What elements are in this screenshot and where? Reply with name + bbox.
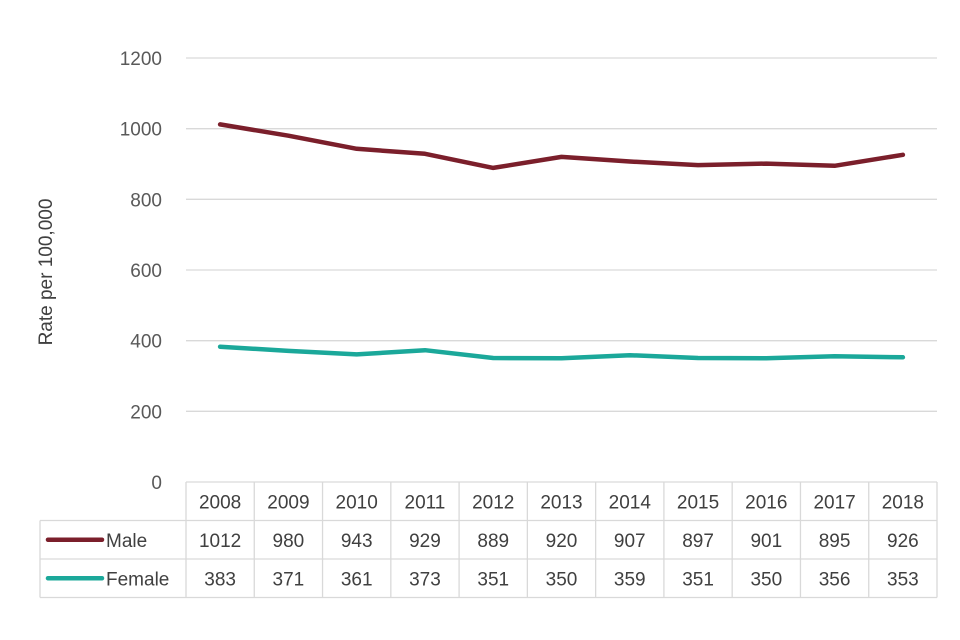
data-table: 2008 2009 2010 2011 2012 2013 2014 2015 2016 2017…: [39, 481, 938, 599]
y-tick-label-400: 400: [130, 332, 162, 353]
data-label-female-2008: 383: [204, 569, 236, 590]
data-label-female-2012: 351: [477, 569, 509, 590]
y-tick-label-800: 800: [130, 190, 162, 211]
y-axis-title: Rate per 100,000: [36, 199, 57, 346]
data-label-female-2011: 373: [409, 569, 441, 590]
data-label-female-2016: 350: [750, 569, 782, 590]
data-label-male-2014: 907: [614, 531, 646, 552]
y-tick-label-1000: 1000: [120, 120, 162, 141]
x-tick-label-2012: 2012: [472, 492, 514, 513]
data-label-female-2010: 361: [341, 569, 373, 590]
data-label-male-2015: 897: [682, 531, 714, 552]
y-tick-label-1200: 1200: [120, 49, 162, 70]
x-tick-label-2015: 2015: [677, 492, 719, 513]
x-tick-label-2018: 2018: [882, 492, 924, 513]
data-label-male-2013: 920: [546, 531, 578, 552]
y-tick-label-200: 200: [130, 402, 162, 423]
x-tick-label-2011: 2011: [405, 492, 446, 513]
series-lines: [217, 122, 906, 361]
legend-label-female: Female: [106, 569, 169, 590]
x-tick-label-2017: 2017: [813, 492, 855, 513]
data-label-male-2011: 929: [409, 531, 441, 552]
x-tick-label-2010: 2010: [336, 492, 378, 513]
x-tick-label-2016: 2016: [745, 492, 787, 513]
data-label-male-2010: 943: [341, 531, 373, 552]
series-line-female: [217, 344, 906, 361]
data-label-male-2012: 889: [477, 531, 509, 552]
data-label-female-2014: 359: [614, 569, 646, 590]
data-label-male-2009: 980: [273, 531, 305, 552]
data-label-male-2017: 895: [819, 531, 851, 552]
x-tick-label-2008: 2008: [199, 492, 241, 513]
y-tick-label-0: 0: [151, 473, 162, 494]
data-label-male-2018: 926: [887, 531, 919, 552]
legend-label-male: Male: [106, 531, 147, 552]
y-tick-label-600: 600: [130, 261, 162, 282]
gridlines: [186, 57, 937, 412]
data-label-male-2016: 901: [750, 531, 782, 552]
y-axis-tick-labels: 0 200 400 600 800 1000 1200: [120, 49, 162, 494]
series-line-male: [217, 122, 906, 171]
data-label-female-2018: 353: [887, 569, 919, 590]
data-label-female-2013: 350: [546, 569, 578, 590]
data-label-female-2015: 351: [682, 569, 714, 590]
x-tick-label-2009: 2009: [267, 492, 309, 513]
data-label-female-2017: 356: [819, 569, 851, 590]
x-tick-label-2013: 2013: [540, 492, 582, 513]
data-label-male-2008: 1012: [199, 531, 241, 552]
x-tick-label-2014: 2014: [609, 492, 652, 513]
data-label-female-2009: 371: [273, 569, 305, 590]
